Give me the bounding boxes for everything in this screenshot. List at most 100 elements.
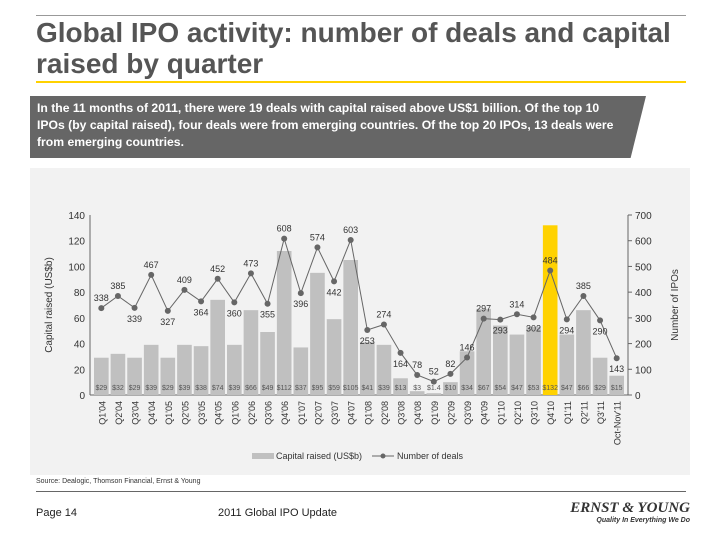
deal-point [580,293,587,299]
y2-tick-label: 0 [635,391,641,402]
y2-axis-title: Number of IPOs [670,269,681,341]
bar [260,332,275,395]
bar-label: $39 [228,385,240,392]
y2-tick-label: 700 [635,211,652,222]
deal-label: 409 [177,275,192,285]
deal-point [198,298,205,305]
bar-label: $29 [95,385,107,392]
bar-label: $95 [312,385,324,392]
x-tick-label: Q1'10 [496,401,506,425]
bar-label: $32 [112,385,124,392]
callout-text: In the 11 months of 2011, there were 19 … [37,101,614,149]
x-tick-label: Q4'09 [480,401,490,425]
deal-label: 294 [559,325,574,335]
bar-label: $66 [578,385,590,392]
x-tick-label: Q3'10 [530,401,540,425]
deal-point [414,371,421,378]
deal-point [98,305,105,312]
y-tick-label: 80 [74,288,86,299]
deal-label: 297 [476,304,491,314]
deal-point [563,316,570,323]
y-tick-label: 60 [74,314,86,325]
deal-point [547,267,554,274]
deal-point [364,326,371,333]
bar [509,334,525,395]
bar-label: $34 [461,385,473,392]
bar-label: $112 [277,385,292,392]
bar-label: $132 [542,385,558,392]
footer-rule [36,491,686,492]
x-tick-label: Q2'10 [513,401,523,425]
bar-label: $41 [361,385,373,392]
bar-label: $49 [262,385,274,392]
deal-point [148,271,155,278]
deal-label: 452 [210,264,225,274]
bar-label: $3 [413,385,421,392]
bar-label: $67 [478,385,490,392]
title-rule [36,15,686,16]
deal-label: 574 [310,232,325,242]
bar [243,310,259,395]
bar [493,325,508,395]
x-tick-label: Q1'08 [363,401,373,425]
deal-label: 302 [526,323,541,333]
bar-label: $10 [445,385,457,392]
x-tick-label: Q2'09 [446,401,456,425]
x-tick-label: Q4'08 [413,401,423,425]
bar-label: $1.4 [427,385,441,392]
bar-label: $47 [511,385,523,392]
x-tick-label: Q2'05 [180,401,190,425]
x-tick-label: Q4'04 [147,401,157,425]
x-tick-label: Q2'04 [114,401,124,425]
deal-label: 293 [493,326,508,336]
bar [393,378,408,395]
legend-line-marker [380,453,386,459]
deal-label: 82 [445,359,455,369]
x-tick-label: Q3'04 [131,401,141,425]
y2-tick-label: 100 [635,365,652,376]
bar [110,353,126,395]
deal-point [447,370,454,377]
bar-label: $38 [195,385,207,392]
bar [160,357,176,395]
deal-point [347,236,354,243]
deal-point [530,314,537,321]
deal-point [281,235,288,242]
deal-point [430,378,437,385]
bar [592,357,608,395]
x-tick-label: Q2'06 [247,401,257,425]
bar [193,346,209,395]
bar [326,319,342,395]
bar [293,347,309,395]
y-axis-title: Capital raised (US$b) [44,257,55,353]
y-tick-label: 0 [79,391,85,402]
source-note: Source: Dealogic, Thomson Financial, Ern… [36,478,201,485]
y2-tick-label: 500 [635,262,652,273]
y-tick-label: 140 [68,211,85,222]
x-tick-label: Q1'04 [97,401,107,425]
bar-label: $54 [494,385,506,392]
x-tick-label: Q3'08 [397,401,407,425]
deal-label: 290 [593,326,608,336]
bar-label: $15 [611,385,623,392]
bar [526,326,541,395]
deal-label: 164 [393,359,408,369]
bar-label: $13 [395,385,407,392]
x-tick-label: Q1'11 [563,401,573,424]
bar [376,344,392,395]
x-tick-label: Q3'11 [596,401,606,424]
x-tick-label: Q4'10 [546,401,556,425]
x-tick-label: Q3'09 [463,401,473,425]
y-tick-label: 20 [74,365,86,376]
deal-label: 484 [543,256,558,266]
y2-tick-label: 300 [635,314,652,325]
bar-label: $66 [245,385,257,392]
bar [127,357,142,395]
bar [276,251,292,395]
bar-label: $39 [145,385,157,392]
deal-point [264,300,271,307]
bar-label: $37 [295,385,307,392]
ernst-young-logo: ERNST & YOUNG Quality In Everything We D… [545,500,690,524]
deal-label: 314 [509,299,524,309]
